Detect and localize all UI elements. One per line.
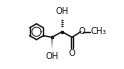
Text: OH: OH (45, 52, 59, 61)
Text: O: O (79, 27, 85, 36)
Text: CH₃: CH₃ (90, 27, 106, 36)
Polygon shape (51, 37, 53, 50)
Text: OH: OH (55, 7, 69, 16)
Text: O: O (69, 49, 75, 58)
